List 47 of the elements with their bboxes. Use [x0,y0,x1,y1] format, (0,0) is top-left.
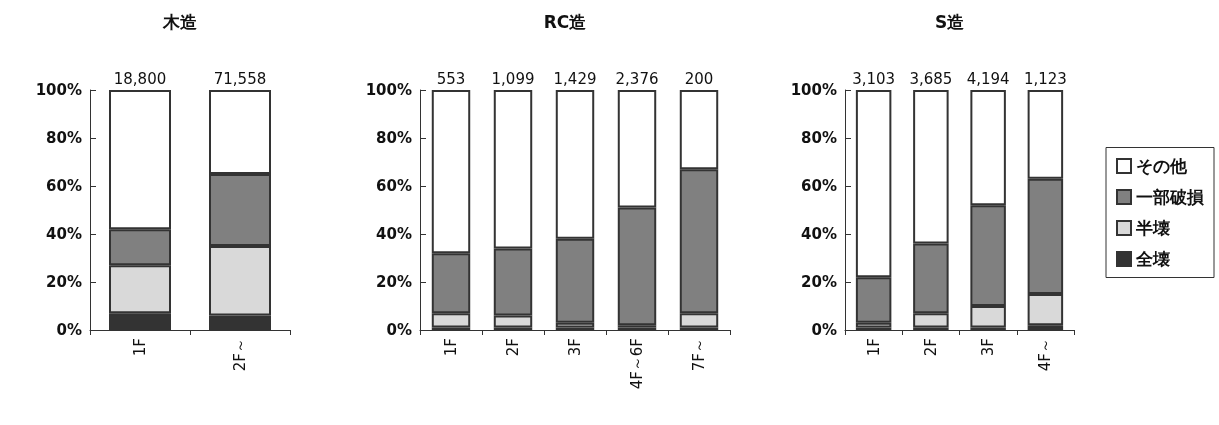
x-tick-label: 3F [979,338,998,357]
legend-label: 一部破損 [1136,187,1204,207]
x-tick-label: 7F～ [690,338,708,372]
annotation: 18,800 [113,69,167,88]
annotation: 1,123 [1023,69,1067,88]
y-tick-label: 80% [376,129,412,147]
x-tick-label: 2F～ [231,338,249,372]
annotation: 553 [436,69,466,88]
y-tick-label: 40% [46,225,82,243]
annotation: 3,685 [909,69,953,88]
chart-title: 木造 [162,11,197,32]
y-tick-label: 20% [46,273,82,291]
annotation: 2,376 [615,69,659,88]
annotation: 4,194 [966,69,1010,88]
x-tick-label: 3F [566,338,584,357]
y-tick-label: 40% [376,225,412,243]
y-tick-label: 60% [376,177,412,195]
x-tick-label: 2F [504,338,522,357]
x-tick-label: 4F～ [1036,338,1055,372]
chart-title: S造 [934,11,965,32]
legend-label: 半壊 [1135,218,1170,238]
annotation: 1,429 [553,69,597,88]
annotation: 1,099 [491,69,535,88]
chart-title: RC造 [543,11,587,32]
x-tick-label: 1F [864,338,883,357]
y-tick-label: 20% [801,273,837,291]
x-tick-label: 1F [442,338,460,357]
x-tick-label: 2F [921,338,940,357]
y-tick-label: 80% [46,129,82,147]
y-tick-label: 100% [790,81,837,99]
y-tick-label: 80% [801,129,837,147]
x-tick-label: 4F～6F [628,338,646,390]
y-tick-label: 20% [376,273,412,291]
annotation: 71,558 [213,69,267,88]
annotation: 200 [684,69,714,88]
legend-label: その他 [1136,156,1188,176]
y-tick-label: 40% [801,225,837,243]
y-tick-label: 100% [35,81,82,99]
y-tick-label: 60% [801,177,837,195]
y-tick-label: 60% [46,177,82,195]
y-tick-label: 0% [811,321,837,339]
y-tick-label: 100% [365,81,412,99]
annotation: 3,103 [852,69,896,88]
x-tick-label: 1F [131,338,149,357]
y-tick-label: 0% [386,321,412,339]
legend-label: 全壊 [1135,249,1170,269]
y-tick-label: 0% [56,321,82,339]
